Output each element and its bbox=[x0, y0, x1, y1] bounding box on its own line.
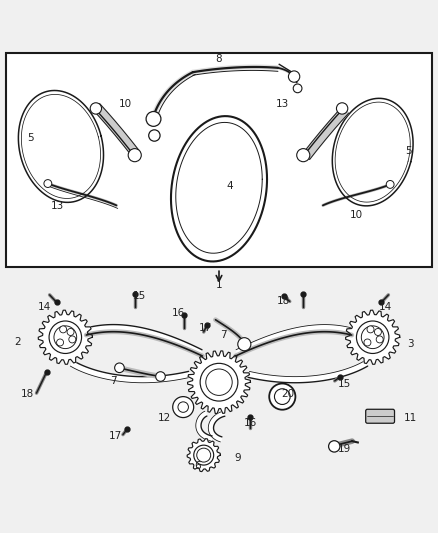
Text: 14: 14 bbox=[379, 302, 392, 312]
Circle shape bbox=[178, 402, 188, 413]
Circle shape bbox=[376, 336, 383, 343]
Circle shape bbox=[60, 326, 67, 333]
Text: 10: 10 bbox=[350, 210, 363, 220]
Circle shape bbox=[364, 339, 371, 346]
Text: 8: 8 bbox=[215, 54, 223, 64]
Polygon shape bbox=[208, 411, 225, 442]
Polygon shape bbox=[303, 107, 349, 159]
Text: 17: 17 bbox=[199, 324, 212, 334]
Circle shape bbox=[288, 71, 300, 82]
Circle shape bbox=[49, 321, 81, 353]
Text: 18: 18 bbox=[21, 389, 35, 399]
Text: 5: 5 bbox=[406, 146, 412, 156]
Text: 9: 9 bbox=[234, 453, 240, 463]
Circle shape bbox=[69, 336, 76, 343]
Text: 1: 1 bbox=[215, 280, 223, 290]
Text: 4: 4 bbox=[226, 181, 233, 191]
Circle shape bbox=[54, 326, 77, 349]
Text: 19: 19 bbox=[338, 444, 351, 454]
Circle shape bbox=[238, 338, 251, 351]
Text: 13: 13 bbox=[51, 201, 64, 211]
Circle shape bbox=[128, 149, 141, 161]
Circle shape bbox=[386, 181, 394, 188]
Circle shape bbox=[194, 445, 214, 465]
Text: 12: 12 bbox=[158, 414, 171, 423]
Polygon shape bbox=[236, 325, 351, 356]
Circle shape bbox=[90, 103, 102, 114]
Text: 20: 20 bbox=[282, 389, 294, 399]
Text: 18: 18 bbox=[277, 296, 290, 305]
Text: 2: 2 bbox=[14, 337, 21, 346]
Circle shape bbox=[44, 180, 52, 188]
Circle shape bbox=[200, 364, 238, 401]
Text: 15: 15 bbox=[133, 291, 146, 301]
Polygon shape bbox=[346, 310, 400, 364]
Text: 16: 16 bbox=[172, 308, 185, 318]
Polygon shape bbox=[71, 361, 190, 383]
Text: 13: 13 bbox=[276, 99, 289, 109]
Text: 14: 14 bbox=[38, 302, 51, 312]
Circle shape bbox=[173, 397, 194, 417]
Text: 3: 3 bbox=[407, 339, 413, 349]
Polygon shape bbox=[38, 310, 92, 364]
Polygon shape bbox=[187, 351, 251, 414]
Circle shape bbox=[155, 372, 165, 381]
Text: 6: 6 bbox=[195, 462, 201, 472]
Polygon shape bbox=[93, 104, 139, 157]
Polygon shape bbox=[332, 99, 413, 206]
Circle shape bbox=[367, 326, 374, 333]
Polygon shape bbox=[187, 439, 220, 472]
Circle shape bbox=[328, 441, 340, 452]
Text: 5: 5 bbox=[27, 133, 34, 143]
Text: 11: 11 bbox=[403, 414, 417, 423]
Circle shape bbox=[57, 339, 64, 346]
Polygon shape bbox=[248, 361, 367, 383]
Circle shape bbox=[146, 111, 161, 126]
Text: 15: 15 bbox=[338, 378, 351, 389]
Text: 7: 7 bbox=[110, 376, 117, 386]
Circle shape bbox=[361, 326, 384, 349]
Circle shape bbox=[374, 328, 381, 335]
Circle shape bbox=[67, 328, 74, 335]
Circle shape bbox=[115, 363, 124, 373]
Circle shape bbox=[293, 84, 302, 93]
Polygon shape bbox=[196, 411, 212, 441]
Text: 16: 16 bbox=[244, 418, 257, 428]
Polygon shape bbox=[87, 325, 202, 356]
Circle shape bbox=[206, 369, 232, 395]
Circle shape bbox=[336, 103, 348, 114]
FancyBboxPatch shape bbox=[6, 53, 432, 268]
Text: 7: 7 bbox=[220, 330, 227, 341]
Circle shape bbox=[297, 149, 310, 161]
Circle shape bbox=[269, 384, 295, 410]
Circle shape bbox=[149, 130, 160, 141]
FancyBboxPatch shape bbox=[366, 409, 395, 423]
Polygon shape bbox=[18, 91, 103, 203]
Text: 10: 10 bbox=[119, 99, 132, 109]
Circle shape bbox=[275, 389, 290, 405]
Circle shape bbox=[357, 321, 389, 353]
Text: 17: 17 bbox=[109, 431, 122, 441]
Circle shape bbox=[197, 448, 211, 462]
